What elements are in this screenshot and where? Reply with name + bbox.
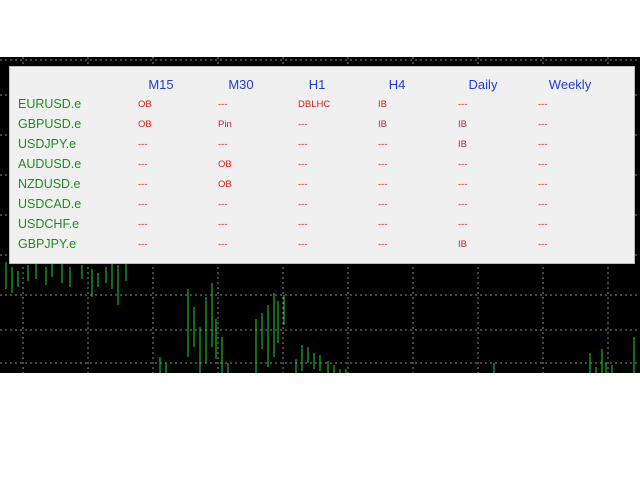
signal-cell: IB	[458, 139, 467, 150]
signal-cell: ---	[218, 139, 228, 150]
signal-cell: OB	[218, 179, 232, 190]
signal-cell: ---	[538, 99, 548, 110]
signal-cell: ---	[218, 99, 228, 110]
symbol-label: NZDUSD.e	[18, 177, 81, 191]
signal-cell: ---	[378, 159, 388, 170]
signal-cell: ---	[298, 199, 308, 210]
signal-cell: ---	[218, 199, 228, 210]
signal-cell: OB	[138, 99, 152, 110]
signal-cell: IB	[458, 119, 467, 130]
signal-cell: ---	[218, 219, 228, 230]
pattern-dashboard-panel: M15 M30 H1 H4 Daily Weekly EURUSD.e OB --- DBLHC I…	[9, 66, 635, 264]
signal-cell: OB	[218, 159, 232, 170]
signal-cell: ---	[138, 179, 148, 190]
signal-cell: ---	[298, 179, 308, 190]
column-header-m30: M30	[228, 77, 254, 92]
signal-cell: ---	[538, 119, 548, 130]
signal-cell: ---	[538, 239, 548, 250]
symbol-label: GBPJPY.e	[18, 237, 77, 251]
signal-cell: ---	[138, 139, 148, 150]
signal-cell: ---	[298, 159, 308, 170]
signal-cell: ---	[378, 219, 388, 230]
signal-cell: IB	[458, 239, 467, 250]
signal-cell: IB	[378, 119, 387, 130]
signal-cell: ---	[218, 239, 228, 250]
column-header-daily: Daily	[468, 77, 498, 92]
signal-cell: ---	[138, 199, 148, 210]
signal-cell: ---	[138, 239, 148, 250]
signal-cell: OB	[138, 119, 152, 130]
signal-cell: ---	[378, 199, 388, 210]
signal-cell: ---	[298, 239, 308, 250]
signal-cell: ---	[538, 219, 548, 230]
signal-cell: DBLHC	[298, 99, 331, 110]
signal-cell: ---	[298, 139, 308, 150]
signal-cell: ---	[378, 239, 388, 250]
signal-cell: ---	[538, 179, 548, 190]
signal-cell: ---	[298, 219, 308, 230]
signal-cell: IB	[378, 99, 387, 110]
symbol-label: USDCAD.e	[18, 197, 82, 211]
signal-cell: ---	[298, 119, 308, 130]
column-header-h4: H4	[388, 77, 406, 92]
symbol-label: GBPUSD.e	[18, 117, 82, 131]
signal-cell: ---	[458, 179, 468, 190]
signal-cell: ---	[458, 219, 468, 230]
signal-cell: ---	[458, 99, 468, 110]
column-header-h1: H1	[308, 77, 326, 92]
signal-cell: ---	[538, 159, 548, 170]
column-header-weekly: Weekly	[548, 77, 592, 92]
signal-cell: ---	[538, 199, 548, 210]
signal-cell: ---	[458, 159, 468, 170]
signal-cell: ---	[138, 219, 148, 230]
signal-cell: ---	[458, 199, 468, 210]
symbol-label: USDCHF.e	[18, 217, 80, 231]
symbol-label: USDJPY.e	[18, 137, 77, 151]
symbol-label: EURUSD.e	[18, 97, 82, 111]
signal-cell: ---	[138, 159, 148, 170]
column-header-m15: M15	[148, 77, 174, 92]
signal-cell: ---	[538, 139, 548, 150]
signal-cell: ---	[378, 139, 388, 150]
signal-cell: Pin	[218, 119, 232, 130]
signal-cell: ---	[378, 179, 388, 190]
symbol-label: AUDUSD.e	[18, 157, 82, 171]
